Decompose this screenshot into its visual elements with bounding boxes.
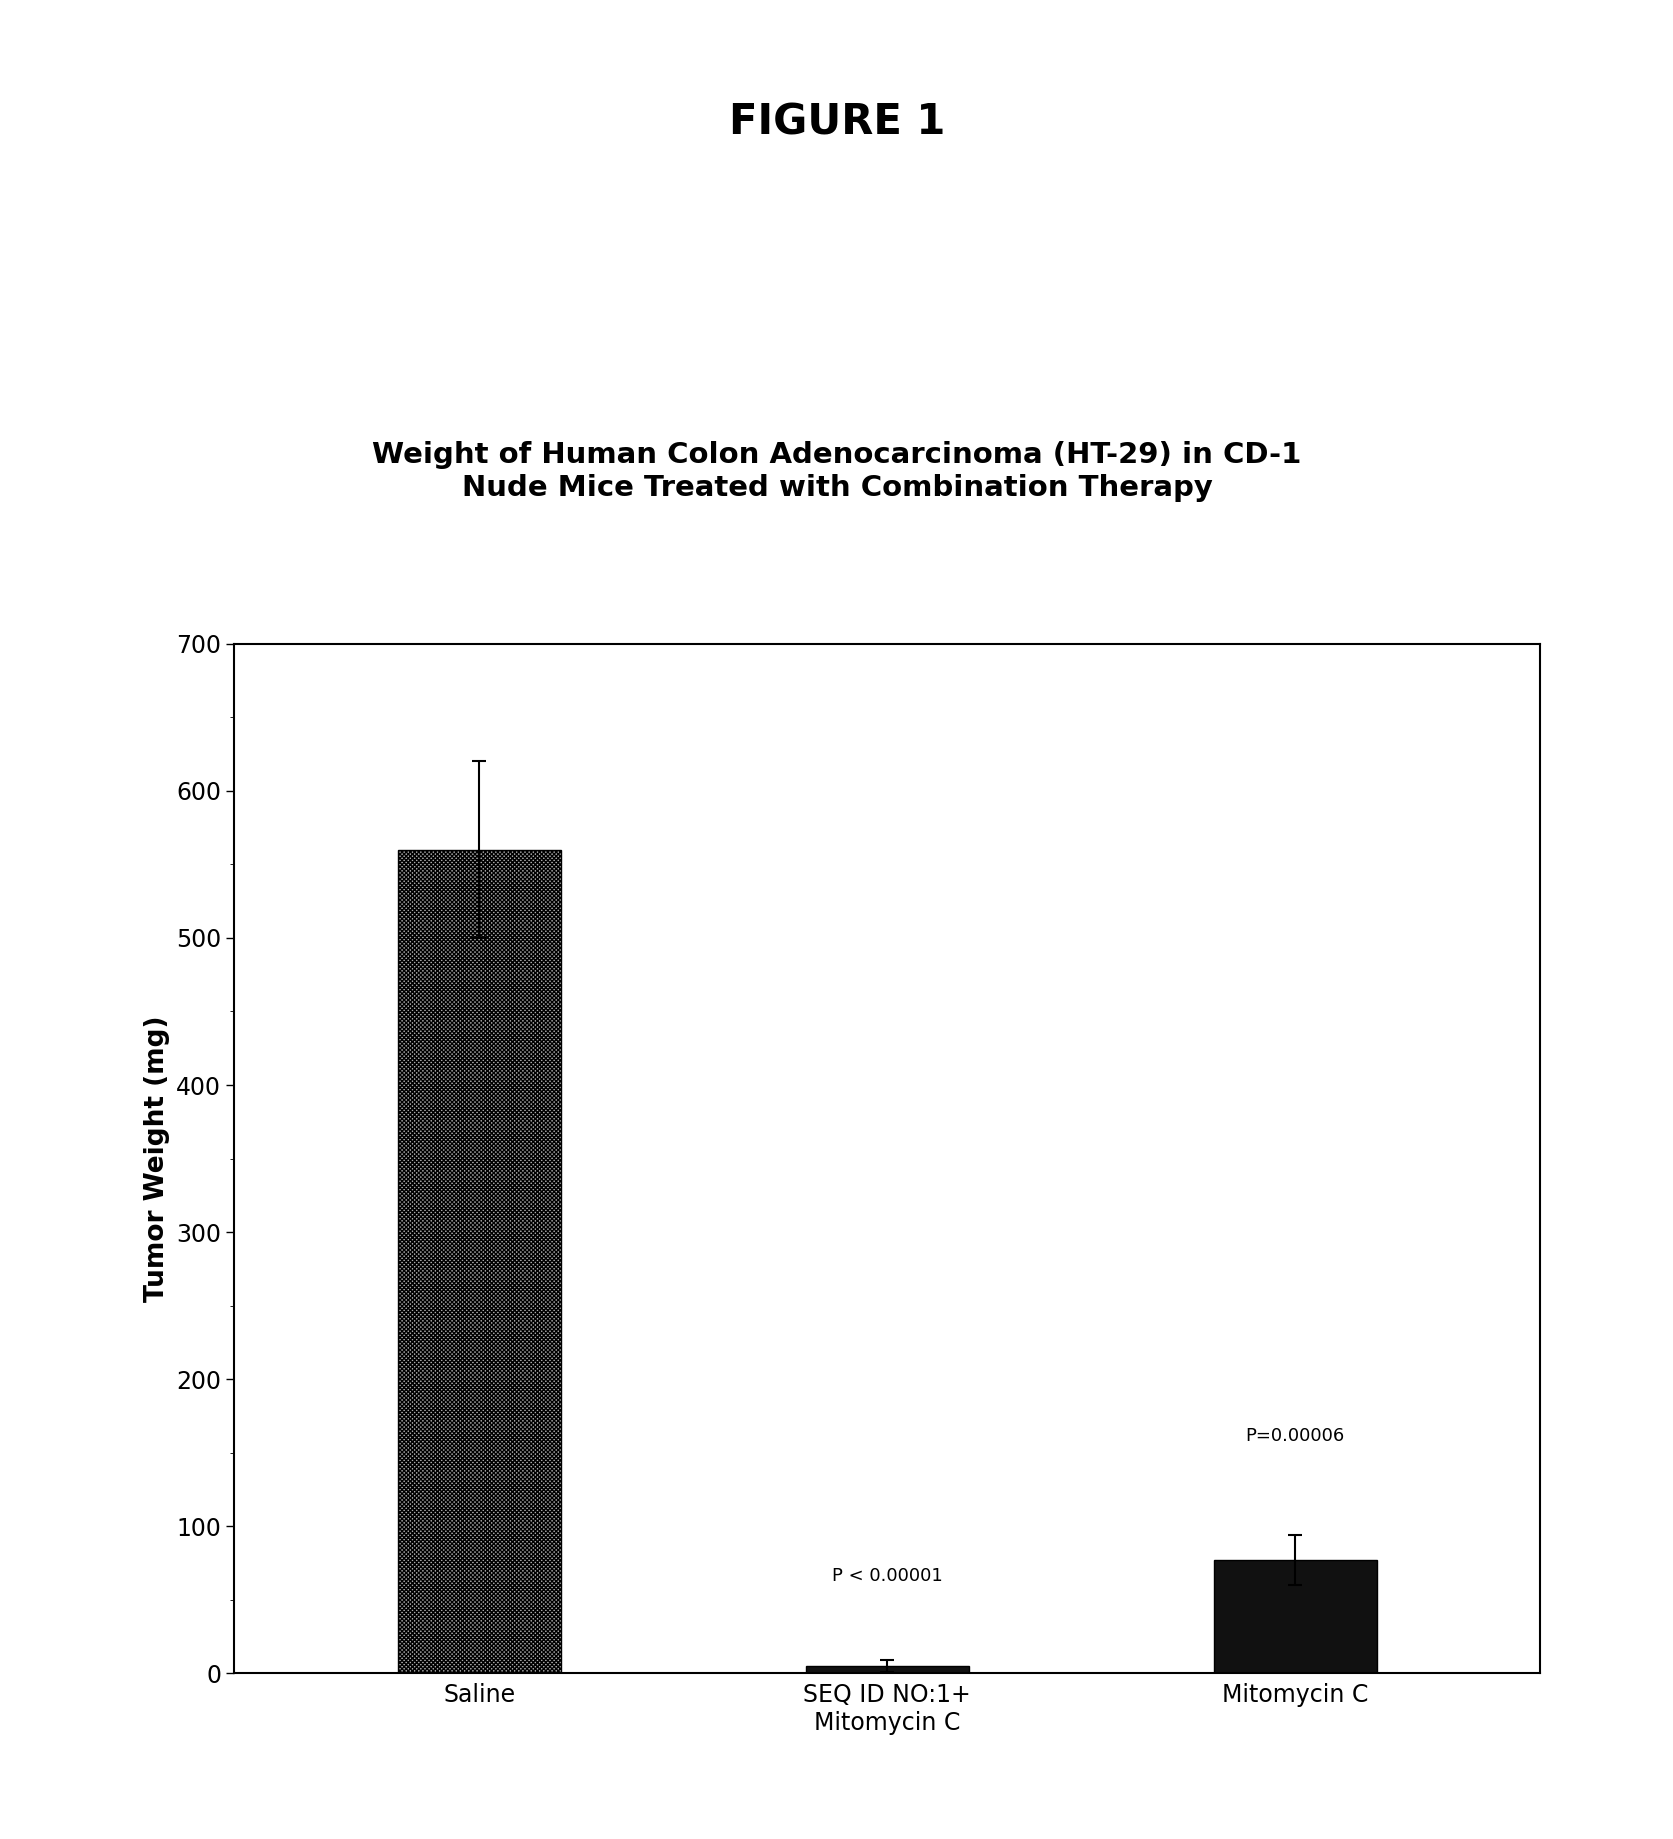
Text: Weight of Human Colon Adenocarcinoma (HT-29) in CD-1
Nude Mice Treated with Comb: Weight of Human Colon Adenocarcinoma (HT… — [371, 441, 1302, 502]
Bar — [398, 850, 560, 1673]
Text: P < 0.00001: P < 0.00001 — [831, 1567, 942, 1585]
Text: FIGURE 1: FIGURE 1 — [728, 101, 945, 143]
Bar — [1213, 1559, 1377, 1673]
Y-axis label: Tumor Weight (mg): Tumor Weight (mg) — [144, 1015, 171, 1302]
Bar — [805, 1666, 969, 1673]
Text: P=0.00006: P=0.00006 — [1245, 1427, 1343, 1445]
